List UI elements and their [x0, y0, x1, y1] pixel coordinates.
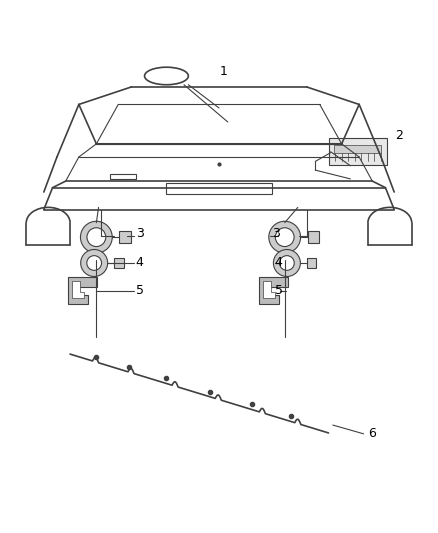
Ellipse shape — [87, 256, 102, 270]
Ellipse shape — [81, 249, 108, 277]
FancyBboxPatch shape — [329, 138, 387, 165]
Ellipse shape — [269, 221, 300, 253]
FancyBboxPatch shape — [166, 183, 272, 194]
Polygon shape — [259, 278, 288, 304]
Polygon shape — [72, 281, 84, 298]
Text: 3: 3 — [272, 227, 280, 240]
Polygon shape — [263, 281, 275, 298]
FancyBboxPatch shape — [114, 258, 124, 268]
Ellipse shape — [87, 228, 106, 247]
Text: 4: 4 — [275, 256, 283, 270]
Polygon shape — [68, 278, 97, 304]
Text: 4: 4 — [136, 256, 144, 270]
FancyBboxPatch shape — [334, 145, 381, 152]
Ellipse shape — [273, 249, 300, 277]
Text: 6: 6 — [368, 427, 376, 440]
Text: 5: 5 — [136, 284, 144, 297]
Ellipse shape — [145, 67, 188, 85]
FancyBboxPatch shape — [308, 231, 319, 243]
Text: 1: 1 — [219, 65, 227, 78]
Text: 2: 2 — [395, 128, 403, 142]
FancyBboxPatch shape — [110, 174, 136, 179]
Ellipse shape — [81, 221, 112, 253]
Ellipse shape — [276, 228, 294, 247]
Text: 5: 5 — [275, 284, 283, 297]
Ellipse shape — [279, 256, 294, 270]
FancyBboxPatch shape — [307, 258, 316, 268]
Text: 3: 3 — [136, 227, 144, 240]
FancyBboxPatch shape — [120, 231, 131, 243]
